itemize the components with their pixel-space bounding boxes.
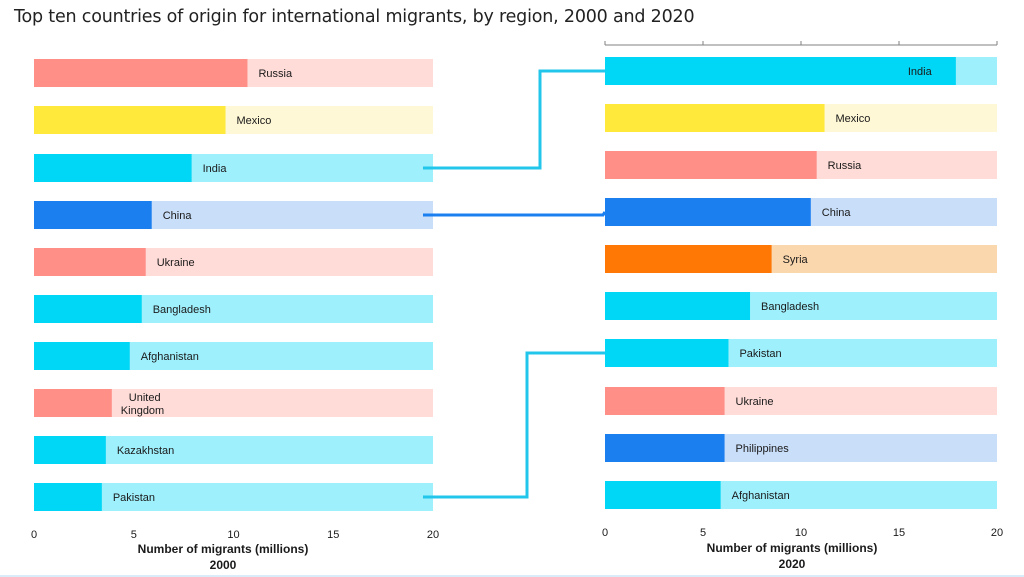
bar-label-russia: Russia: [828, 160, 863, 172]
bar-united-kingdom: [34, 389, 112, 417]
x-tick-label: 5: [131, 529, 137, 541]
x-axis-label: Number of migrants (millions): [138, 542, 309, 556]
panel-2020: India Mexico Russia China Syria Bangladesh Pak…: [602, 41, 1003, 571]
bar-label-china: China: [163, 210, 193, 222]
bar-label-syria: Syria: [783, 254, 809, 266]
x-tick-label: 10: [227, 529, 239, 541]
bar-kazakhstan: [34, 436, 106, 464]
bottom-divider: [0, 575, 1024, 577]
bar-russia: [605, 151, 817, 179]
x-tick-label: 15: [327, 529, 339, 541]
bar-mexico: [34, 106, 226, 134]
bar-pakistan: [605, 339, 729, 367]
bar-afghanistan: [34, 342, 130, 370]
bar-pakistan: [34, 483, 102, 511]
panel-year-label: 2020: [779, 557, 806, 571]
bar-bangladesh: [34, 295, 142, 323]
connector-india: [423, 69, 605, 170]
bar-syria: [605, 245, 772, 273]
bar-label-afghanistan: Afghanistan: [141, 351, 199, 363]
bar-china: [34, 201, 152, 229]
bar-label-united-kingdom: United Kingdom: [121, 392, 164, 417]
bar-label-mexico: Mexico: [237, 115, 272, 127]
bar-label-pakistan: Pakistan: [739, 348, 781, 360]
x-axis-label: Number of migrants (millions): [707, 541, 878, 555]
x-tick-label: 10: [795, 527, 807, 539]
bar-russia: [34, 59, 248, 87]
bar-label-pakistan: Pakistan: [113, 492, 155, 504]
bar-label-india: India: [203, 163, 228, 175]
bar-india: [605, 57, 956, 85]
bar-philippines: [605, 434, 725, 462]
bar-label-bangladesh: Bangladesh: [761, 301, 819, 313]
connector-pakistan: [423, 351, 605, 499]
bar-label-philippines: Philippines: [736, 443, 790, 455]
bar-label-ukraine: Ukraine: [736, 396, 774, 408]
bar-label-india: India: [908, 66, 933, 78]
bar-label-china: China: [822, 207, 852, 219]
bar-mexico: [605, 104, 825, 132]
bar-label-kazakhstan: Kazakhstan: [117, 445, 174, 457]
x-tick-label: 5: [700, 527, 706, 539]
bar-label-afghanistan: Afghanistan: [732, 490, 790, 502]
page-title: Top ten countries of origin for internat…: [14, 7, 695, 27]
bar-ukraine: [605, 387, 725, 415]
connector-china: [423, 211, 607, 217]
bar-bangladesh: [605, 292, 751, 320]
bar-label-ukraine: Ukraine: [157, 257, 195, 269]
panel-year-label: 2000: [210, 558, 237, 572]
bar-label-mexico: Mexico: [836, 113, 871, 125]
bar-afghanistan: [605, 481, 721, 509]
bar-india: [34, 154, 192, 182]
x-tick-label: 0: [602, 527, 608, 539]
x-tick-label: 20: [991, 527, 1003, 539]
bar-ukraine: [34, 248, 146, 276]
x-tick-label: 0: [31, 529, 37, 541]
bar-label-russia: Russia: [258, 68, 293, 80]
bar-label-bangladesh: Bangladesh: [153, 304, 211, 316]
x-tick-label: 20: [427, 529, 439, 541]
bar-china: [605, 198, 811, 226]
x-tick-label: 15: [893, 527, 905, 539]
panel-2000: Russia Mexico India China Ukraine Bangladesh A…: [31, 59, 439, 572]
